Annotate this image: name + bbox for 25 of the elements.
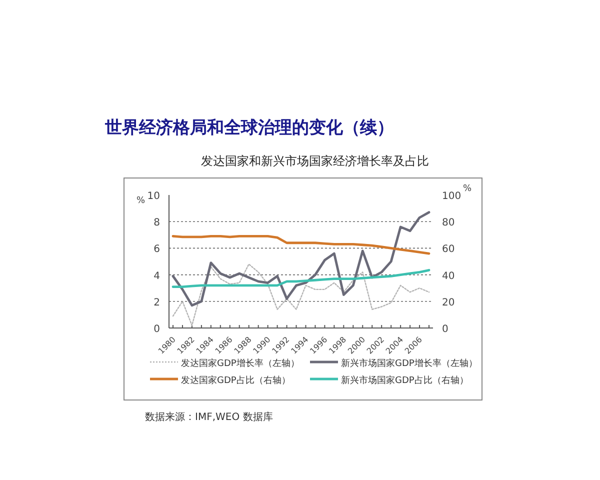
y2-axis-title: %: [463, 184, 472, 194]
line-series: [172, 268, 430, 288]
y-tick-label: 2: [154, 297, 160, 308]
y2-tick-label: 40: [442, 270, 455, 282]
y2-tick-label: 20: [442, 297, 455, 308]
legend-label: 发达国家GDP增长率（左轴）: [181, 358, 300, 369]
line-series: [172, 211, 430, 307]
chart-title: 世界经济格局和全球治理的变化（续）: [104, 118, 394, 138]
y2-tick-label: 100: [442, 191, 462, 202]
y-tick-label: 0: [154, 324, 160, 335]
y-tick-label: 4: [154, 270, 160, 282]
y2-tick-label: 60: [442, 244, 455, 256]
y-tick-label: 6: [154, 244, 160, 256]
y-tick-label: 10: [147, 191, 160, 202]
legend-label: 发达国家GDP占比（右轴）: [181, 375, 290, 386]
line-series: [172, 264, 430, 326]
chart-subtitle: 发达国家和新兴市场国家经济增长率及占比: [201, 154, 429, 168]
y2-tick-label: 80: [442, 218, 455, 229]
source-note: 数据来源：IMF,WEO 数据库: [145, 411, 273, 423]
y2-tick-label: 0: [442, 324, 448, 335]
legend-label: 新兴市场国家GDP占比（右轴）: [341, 375, 468, 386]
legend-label: 新兴市场国家GDP增长率（左轴）: [341, 358, 478, 369]
line-series: [172, 235, 430, 255]
y-tick-label: 8: [154, 218, 160, 229]
y-axis-title: %: [136, 196, 146, 206]
